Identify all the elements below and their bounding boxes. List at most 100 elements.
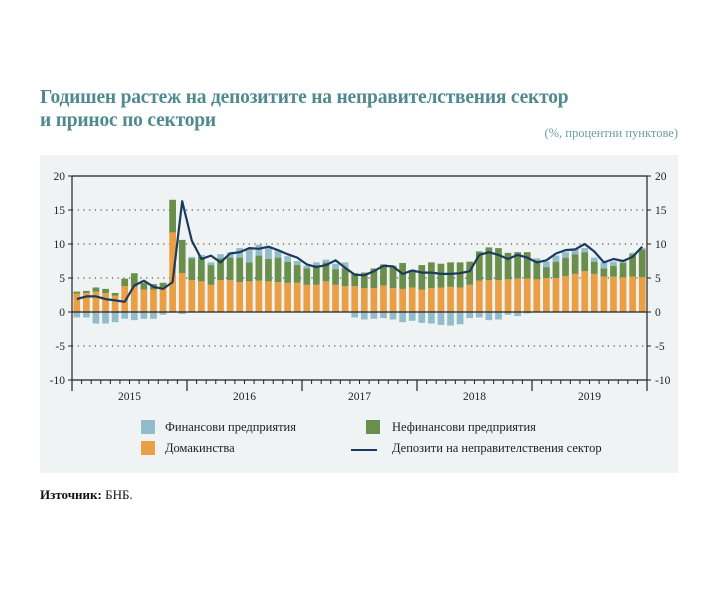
bar-households (188, 280, 196, 312)
y2-tick-label: 10 (655, 239, 667, 251)
bar-households (428, 288, 435, 312)
bar-nonfinancial (389, 265, 397, 289)
bar-nonfinancial (303, 268, 311, 285)
y2-tick-label: 5 (655, 273, 661, 285)
y-tick-label: 10 (54, 239, 66, 251)
bar-households (265, 281, 272, 312)
bar-financial (332, 263, 339, 270)
bar-nonfinancial (140, 282, 148, 290)
bar-financial (370, 312, 378, 319)
bar-nonfinancial (332, 269, 339, 285)
bar-nonfinancial (475, 251, 483, 281)
bar-households (562, 275, 569, 312)
bar-nonfinancial (92, 287, 100, 292)
bar-nonfinancial (293, 265, 301, 283)
bar-households (83, 292, 90, 312)
y2-tick-label: 20 (655, 171, 667, 183)
y2-tick-label: 0 (655, 307, 661, 319)
bar-financial (418, 312, 426, 323)
bar-nonfinancial (514, 252, 521, 279)
bar-financial (485, 312, 493, 321)
bar-households (514, 278, 521, 312)
source-label: Източник: (40, 487, 102, 502)
legend-swatch-nonfinancial (366, 420, 380, 434)
y-tick-label: 0 (59, 307, 65, 319)
bar-financial (447, 312, 454, 326)
bar-financial (466, 312, 474, 319)
bar-households (140, 289, 148, 312)
bar-financial (408, 312, 416, 321)
bar-nonfinancial (485, 247, 493, 281)
legend-swatch-households (141, 441, 155, 455)
bar-nonfinancial (188, 258, 196, 281)
bar-households (245, 281, 253, 312)
bar-households (408, 287, 416, 312)
bar-financial (581, 248, 589, 253)
bar-nonfinancial (284, 261, 291, 283)
bar-nonfinancial (178, 239, 186, 274)
chart-title-line-1: Годишен растеж на депозитите на неправит… (40, 87, 569, 108)
bar-households (198, 281, 205, 312)
bar-financial (638, 248, 646, 250)
bar-households (159, 287, 167, 312)
bar-financial (514, 312, 521, 317)
bar-nonfinancial (610, 265, 617, 277)
bar-nonfinancial (322, 262, 330, 282)
bar-financial (274, 250, 282, 258)
bar-nonfinancial (102, 288, 109, 293)
bar-financial (562, 252, 569, 258)
bar-nonfinancial (236, 257, 244, 283)
bar-nonfinancial (543, 267, 550, 278)
bar-financial (380, 312, 387, 319)
source-note: Източник: БНБ. (40, 487, 133, 503)
bar-financial (130, 312, 138, 321)
bar-financial (504, 312, 512, 315)
bar-nonfinancial (73, 291, 81, 294)
bar-financial (351, 312, 359, 318)
bar-financial (495, 312, 502, 320)
bar-nonfinancial (428, 262, 435, 289)
bar-households (303, 284, 311, 312)
bar-financial (610, 261, 617, 266)
bar-households (332, 284, 339, 312)
unit-note: (%, процентни пунктове) (544, 126, 678, 140)
bar-financial (178, 312, 186, 315)
bar-households (322, 281, 330, 312)
bar-nonfinancial (207, 265, 215, 285)
bar-nonfinancial (130, 273, 138, 287)
bar-households (418, 289, 426, 312)
bar-households (638, 277, 646, 312)
bar-households (360, 288, 368, 312)
x-year-label: 2017 (348, 391, 371, 403)
bar-nonfinancial (629, 254, 636, 277)
line-total-deposits (76, 200, 644, 303)
y2-tick-label: -5 (655, 341, 665, 353)
bar-nonfinancial (581, 252, 589, 272)
y-tick-label: 15 (54, 205, 66, 217)
bar-financial (629, 252, 636, 255)
bar-financial (322, 259, 330, 263)
bar-nonfinancial (274, 257, 282, 283)
chart-svg: -10 -5 0 5 10 15 20 -10 -5 0 5 10 15 20 2015 2016 2017 20… (50, 171, 671, 403)
bar-nonfinancial (418, 265, 426, 290)
bar-nonfinancial (245, 262, 253, 282)
bar-financial (255, 244, 263, 256)
bar-households (485, 280, 493, 312)
bar-financial (188, 256, 196, 259)
chart-title: Годишен растеж на депозитите на неправит… (40, 86, 680, 132)
bar-financial (265, 247, 272, 259)
bar-nonfinancial (341, 268, 349, 287)
legend: Финансови предприятия Нефинансови предпр… (40, 155, 678, 473)
bar-nonfinancial (523, 252, 531, 279)
source-value: БНБ. (105, 487, 133, 502)
x-year-label: 2016 (233, 391, 256, 403)
bar-households (102, 292, 109, 312)
x-year-label: 2019 (578, 391, 601, 403)
bar-households (581, 271, 589, 312)
legend-label-households: Домакинства (165, 441, 235, 455)
bar-financial (533, 258, 541, 261)
bar-households (293, 282, 301, 312)
bar-households (121, 286, 129, 312)
bar-households (313, 284, 320, 312)
bar-financial (303, 265, 311, 269)
